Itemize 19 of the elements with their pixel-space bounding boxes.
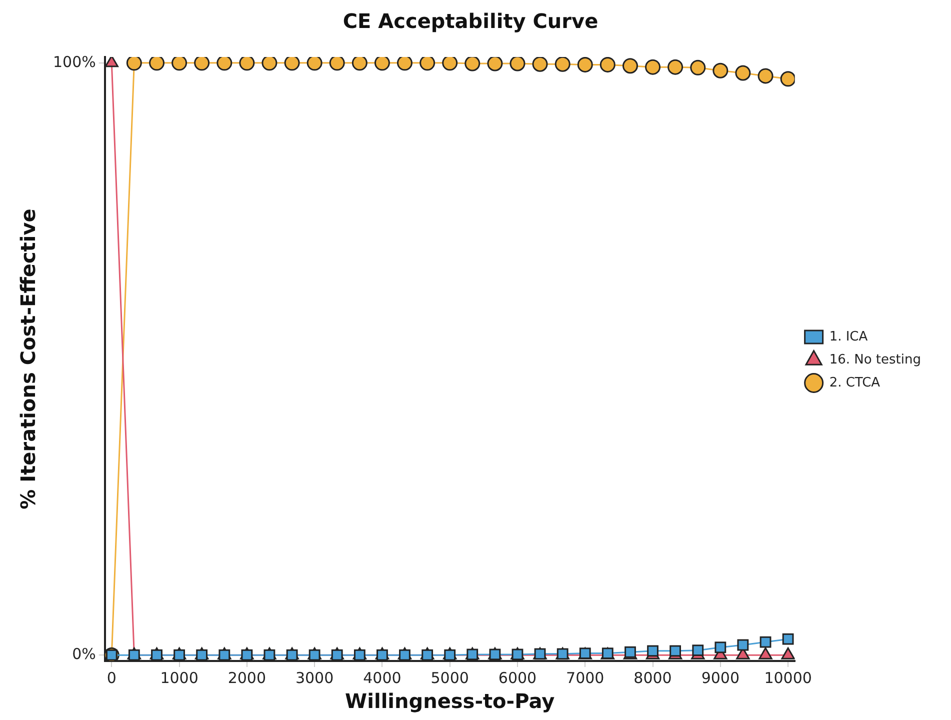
legend-label: 1. ICA xyxy=(829,329,868,344)
y-axis-title: % Iterations Cost-Effective xyxy=(16,208,40,510)
x-tick-label: 2000 xyxy=(228,668,266,687)
x-tick-label: 4000 xyxy=(363,668,402,687)
x-tick-label: 6000 xyxy=(498,668,537,687)
x-tick-label: 1000 xyxy=(160,668,198,687)
chart-title: CE Acceptability Curve xyxy=(342,9,598,34)
x-tick-label: 5000 xyxy=(430,668,469,687)
y-tick-label: 100% xyxy=(52,52,96,71)
x-tick-label: 10000 xyxy=(764,668,812,687)
y-tick-label: 0% xyxy=(72,644,96,663)
legend-label: 2. CTCA xyxy=(829,375,880,390)
x-tick-label: 9000 xyxy=(701,668,740,687)
legend-label: 16. No testing xyxy=(829,352,921,368)
x-tick-label: 0 xyxy=(106,668,116,687)
x-tick-label: 8000 xyxy=(634,668,672,687)
x-tick-label: 3000 xyxy=(295,668,334,687)
x-tick-label: 7000 xyxy=(566,668,604,687)
x-axis-title: Willingness-to-Pay xyxy=(345,689,555,714)
